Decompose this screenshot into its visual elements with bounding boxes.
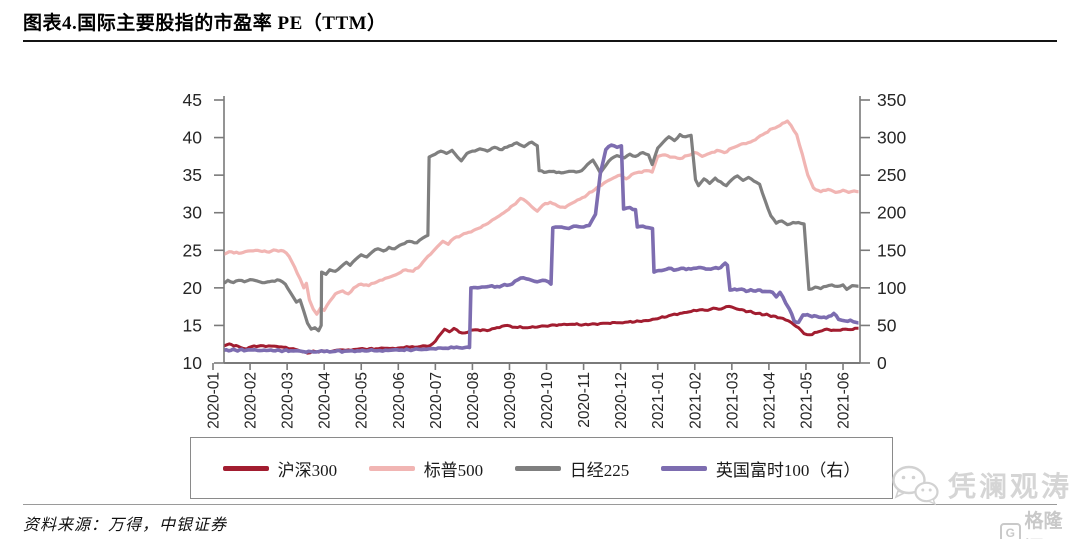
- x-axis-tick-label: 2020-03: [280, 372, 297, 429]
- series-line-2: [224, 133, 859, 333]
- legend-swatch-sp500: [368, 465, 415, 471]
- watermark-wechat-text: 凭澜观涛: [948, 471, 1073, 502]
- right-axis-tick-label: 100: [877, 278, 906, 298]
- gelonghui-logo-icon: G: [1000, 522, 1021, 539]
- left-axis-tick-label: 15: [183, 315, 202, 335]
- legend-swatch-hs300: [222, 465, 269, 471]
- right-axis-tick-label: 50: [877, 315, 897, 335]
- left-axis-tick-label: 25: [183, 240, 202, 260]
- left-axis-tick-label: 40: [183, 128, 203, 148]
- x-axis-tick-label: 2020-08: [465, 372, 482, 429]
- legend-label-nikkei225: 日经225: [569, 460, 630, 480]
- legend-item-sp500: 标普500: [368, 456, 484, 481]
- right-axis-tick-label: 350: [877, 90, 906, 110]
- x-axis-tick-label: 2021-01: [650, 372, 667, 429]
- chart-title: 图表4.国际主要股指的市盈率 PE（TTM）: [23, 13, 387, 34]
- x-axis-tick-label: 2021-06: [836, 372, 853, 429]
- x-axis-tick-label: 2020-04: [317, 372, 334, 429]
- x-axis-tick-label: 2021-04: [761, 372, 778, 429]
- right-axis-tick-label: 200: [877, 203, 906, 223]
- title-divider: [23, 40, 1057, 42]
- legend-label-sp500: 标普500: [423, 460, 484, 480]
- source-text: 资料来源：万得，中银证券: [23, 517, 228, 534]
- left-axis-tick-label: 30: [183, 203, 203, 223]
- legend-item-nikkei225: 日经225: [514, 456, 630, 481]
- x-axis-tick-label: 2021-02: [687, 372, 704, 429]
- x-axis-tick-label: 2020-11: [576, 372, 593, 428]
- right-axis-tick-label: 300: [877, 128, 906, 148]
- left-axis-tick-label: 45: [183, 90, 202, 110]
- watermark-gelonghui: G 格隆汇: [1000, 506, 1080, 539]
- x-axis-tick-label: 2020-09: [502, 372, 519, 429]
- series-line-3: [224, 143, 859, 354]
- left-axis-tick-label: 10: [183, 353, 203, 373]
- wechat-icon: [892, 465, 939, 506]
- x-axis-tick-label: 2021-05: [798, 372, 815, 429]
- axis-tick-labels: 45 40 35 30 25 20 15 10 350 300 250 200 150 100 50 0 202…: [183, 90, 907, 429]
- legend-item-hs300: 沪深300: [222, 456, 338, 481]
- watermark-wechat: 凭澜观涛: [888, 464, 1072, 506]
- x-axis-tick-label: 2020-10: [539, 372, 556, 429]
- x-axis-tick-label: 2020-02: [243, 372, 260, 429]
- watermark-gelonghui-text: 格隆汇: [1024, 511, 1063, 539]
- legend-swatch-ftse100: [660, 465, 707, 471]
- right-axis-tick-label: 0: [877, 353, 887, 373]
- right-axis-tick-label: 250: [877, 165, 906, 185]
- x-axis-tick-label: 2020-05: [354, 372, 371, 429]
- left-axis-tick-label: 20: [183, 278, 203, 298]
- right-axis-tick-label: 150: [877, 240, 906, 260]
- x-axis-tick-label: 2020-07: [428, 372, 445, 429]
- axes: [212, 96, 870, 370]
- legend-swatch-nikkei225: [514, 465, 561, 471]
- chart-legend: 沪深300 标普500 日经225 英国富时100（右）: [190, 437, 893, 499]
- series-lines: [224, 119, 859, 355]
- x-axis-tick-label: 2020-01: [206, 372, 223, 429]
- legend-item-ftse100: 英国富时100（右）: [660, 456, 861, 481]
- x-axis-tick-label: 2021-03: [724, 372, 741, 429]
- source-divider: [23, 504, 1057, 505]
- x-axis-tick-label: 2020-12: [613, 372, 630, 429]
- legend-label-hs300: 沪深300: [277, 460, 338, 480]
- x-axis-tick-label: 2020-06: [391, 372, 408, 429]
- legend-label-ftse100: 英国富时100（右）: [715, 460, 861, 480]
- left-axis-tick-label: 35: [183, 165, 202, 185]
